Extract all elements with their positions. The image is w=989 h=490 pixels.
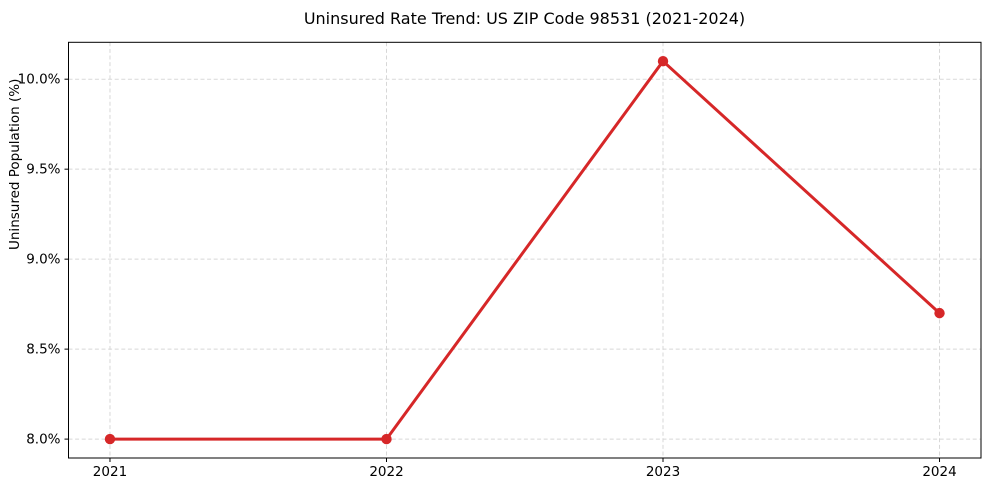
trend-line [108, 59, 942, 441]
y-tick-label: 8.0% [26, 432, 60, 448]
x-tick-label: 2021 [93, 464, 127, 480]
data-point-marker [381, 433, 392, 445]
chart-title: Uninsured Rate Trend: US ZIP Code 98531 … [303, 9, 746, 28]
y-tick-label: 8.5% [26, 342, 60, 358]
data-point-marker [657, 55, 669, 67]
x-tick-label: 2023 [646, 464, 680, 480]
data-point-marker [934, 307, 945, 319]
x-tick-label: 2022 [369, 464, 403, 480]
y-tick-label: 10.0% [18, 72, 61, 88]
y-tick-label: 9.5% [26, 162, 60, 178]
x-tick-label: 2024 [922, 464, 956, 480]
plot-frame [68, 41, 982, 459]
data-point-marker [104, 433, 116, 445]
y-tick-label: 9.0% [26, 252, 60, 268]
